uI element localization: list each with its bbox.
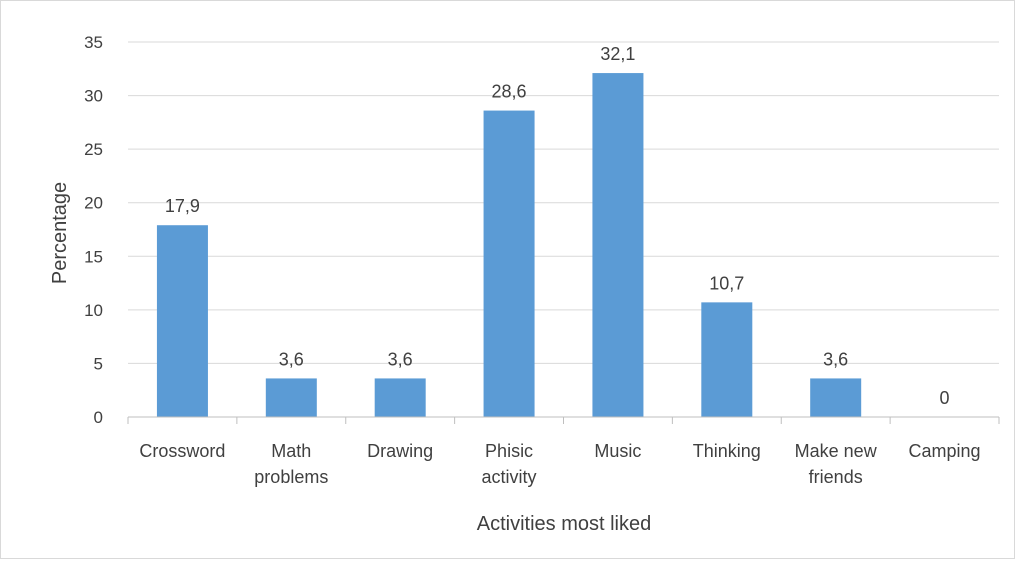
data-label: 28,6: [492, 82, 527, 102]
y-axis-title: Percentage: [49, 182, 71, 284]
bar: [592, 73, 644, 418]
data-label: 17,9: [165, 196, 200, 216]
data-label: 3,6: [279, 349, 304, 369]
x-axis-title: Activities most liked: [477, 513, 652, 535]
bar: [265, 378, 317, 417]
x-tick-label: Music: [594, 441, 641, 461]
x-tick-label: Camping: [909, 441, 981, 461]
y-tick-label: 15: [84, 247, 103, 266]
data-label: 3,6: [823, 349, 848, 369]
bars: [156, 73, 862, 418]
axes: [127, 416, 1000, 424]
gridlines: [128, 41, 999, 364]
y-tick-label: 25: [84, 140, 103, 159]
data-label: 3,6: [388, 349, 413, 369]
x-tick-label: Thinking: [693, 441, 761, 461]
y-tick-label: 35: [84, 33, 103, 52]
bar: [483, 110, 535, 418]
y-tick-label: 20: [84, 194, 103, 213]
y-tick-label: 0: [94, 408, 103, 427]
x-tick-label: Phisic activity: [482, 441, 537, 487]
x-tick-label: Crossword: [139, 441, 225, 461]
x-tick-label: Drawing: [367, 441, 433, 461]
data-label: 10,7: [709, 273, 744, 293]
y-tick-label: 5: [94, 354, 103, 373]
bar: [156, 225, 208, 417]
data-label: 32,1: [600, 44, 635, 64]
bar: [701, 302, 753, 417]
y-tick-label: 10: [84, 301, 103, 320]
bar: [374, 378, 426, 417]
y-tick-label: 30: [84, 87, 103, 106]
labels: 0 5 10 15 20 25 30 35 17,9 Crossword 3,6 Math proble…: [84, 33, 981, 487]
data-label: 0: [940, 388, 950, 408]
x-tick-label: Math problems: [254, 441, 328, 487]
x-tick-label: Make new friends: [795, 441, 878, 487]
bar: [810, 378, 862, 417]
